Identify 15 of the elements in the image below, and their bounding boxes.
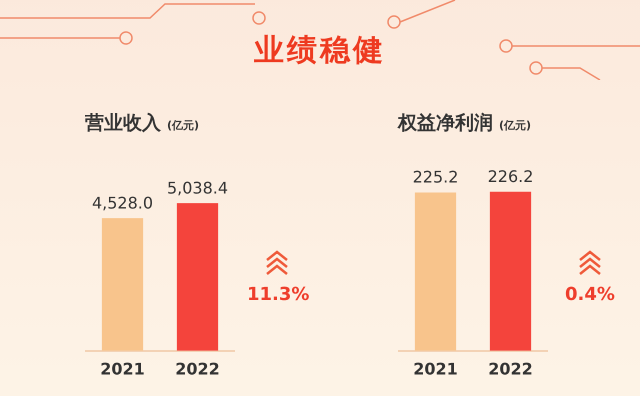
data-label: 5,038.4 — [166, 178, 228, 198]
chart-subtitle: (亿元) — [167, 119, 200, 132]
x-tick-label: 2022 — [488, 360, 533, 379]
x-tick-label: 2021 — [413, 360, 458, 379]
data-label: 225.2 — [412, 168, 458, 187]
x-tick-label: 2022 — [175, 360, 220, 379]
data-label: 4,528.0 — [92, 193, 154, 212]
data-label: 226.2 — [488, 166, 534, 186]
x-tick-label: 2021 — [100, 360, 145, 379]
text: 业绩稳健 — [254, 33, 386, 68]
chart-subtitle: (亿元) — [499, 119, 532, 132]
chart-title: 权益净利润 — [398, 112, 493, 134]
text: 0.4% — [564, 284, 616, 305]
text: 11.3% — [247, 284, 310, 305]
chart-title: 营业收入 — [85, 112, 161, 134]
